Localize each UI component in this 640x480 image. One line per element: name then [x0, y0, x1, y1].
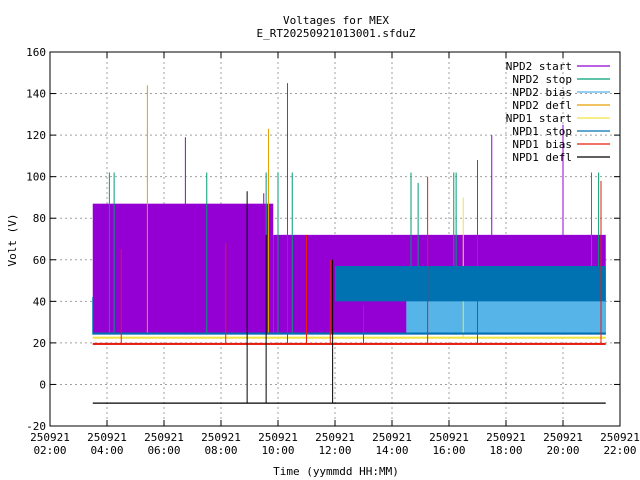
- x-axis-label: Time (yymmdd HH:MM): [273, 465, 399, 478]
- x-tick-time: 10:00: [261, 444, 294, 457]
- series-band: [92, 332, 606, 335]
- series-npd2-bias: [406, 299, 606, 333]
- series-band: [335, 266, 606, 302]
- x-tick-date: 250921: [144, 431, 184, 444]
- chart-subtitle: E_RT20250921013001.sfduZ: [257, 27, 416, 40]
- series-npd1-bias: [92, 83, 606, 345]
- x-tick-date: 250921: [543, 431, 583, 444]
- x-tick-time: 02:00: [33, 444, 66, 457]
- y-tick-label: -20: [26, 420, 46, 433]
- legend-label: NPD1 stop: [512, 125, 572, 138]
- x-tick-date: 250921: [258, 431, 298, 444]
- y-axis-label: Volt (V): [6, 214, 19, 267]
- legend-label: NPD2 start: [506, 60, 572, 73]
- series-band: [92, 342, 606, 345]
- series-npd2-defl: [146, 85, 269, 335]
- axis-ticks: -2002040608010012014016025092102:0025092…: [26, 46, 640, 457]
- legend-label: NPD1 defl: [512, 151, 572, 164]
- x-tick-date: 250921: [30, 431, 70, 444]
- x-tick-date: 250921: [201, 431, 241, 444]
- legend-label: NPD2 bias: [512, 86, 572, 99]
- x-tick-time: 14:00: [375, 444, 408, 457]
- x-tick-date: 250921: [486, 431, 526, 444]
- x-tick-date: 250921: [87, 431, 127, 444]
- legend-label: NPD1 bias: [512, 138, 572, 151]
- y-tick-label: 20: [33, 337, 46, 350]
- x-tick-date: 250921: [315, 431, 355, 444]
- x-tick-time: 18:00: [489, 444, 522, 457]
- series-npd1-stop: [92, 266, 606, 335]
- y-tick-label: 80: [33, 212, 46, 225]
- series-band: [92, 336, 606, 339]
- series-band: [92, 203, 274, 335]
- y-tick-label: 40: [33, 295, 46, 308]
- legend-label: NPD2 defl: [512, 99, 572, 112]
- y-tick-label: 100: [26, 171, 46, 184]
- y-tick-label: 120: [26, 129, 46, 142]
- series-band: [406, 299, 606, 333]
- legend-label: NPD1 start: [506, 112, 572, 125]
- series-layer: [92, 83, 606, 404]
- x-tick-date: 250921: [600, 431, 640, 444]
- x-tick-time: 12:00: [318, 444, 351, 457]
- x-tick-time: 20:00: [546, 444, 579, 457]
- legend-label: NPD2 stop: [512, 73, 572, 86]
- x-tick-time: 22:00: [603, 444, 636, 457]
- y-tick-label: 0: [39, 378, 46, 391]
- y-tick-label: 140: [26, 88, 46, 101]
- x-tick-date: 250921: [372, 431, 412, 444]
- x-tick-date: 250921: [429, 431, 469, 444]
- x-tick-time: 08:00: [204, 444, 237, 457]
- chart-title: Voltages for MEX: [283, 14, 389, 27]
- series-npd1-defl: [92, 191, 606, 404]
- x-tick-time: 16:00: [432, 444, 465, 457]
- x-tick-time: 04:00: [90, 444, 123, 457]
- y-tick-label: 60: [33, 254, 46, 267]
- x-tick-time: 06:00: [147, 444, 180, 457]
- y-tick-label: 160: [26, 46, 46, 59]
